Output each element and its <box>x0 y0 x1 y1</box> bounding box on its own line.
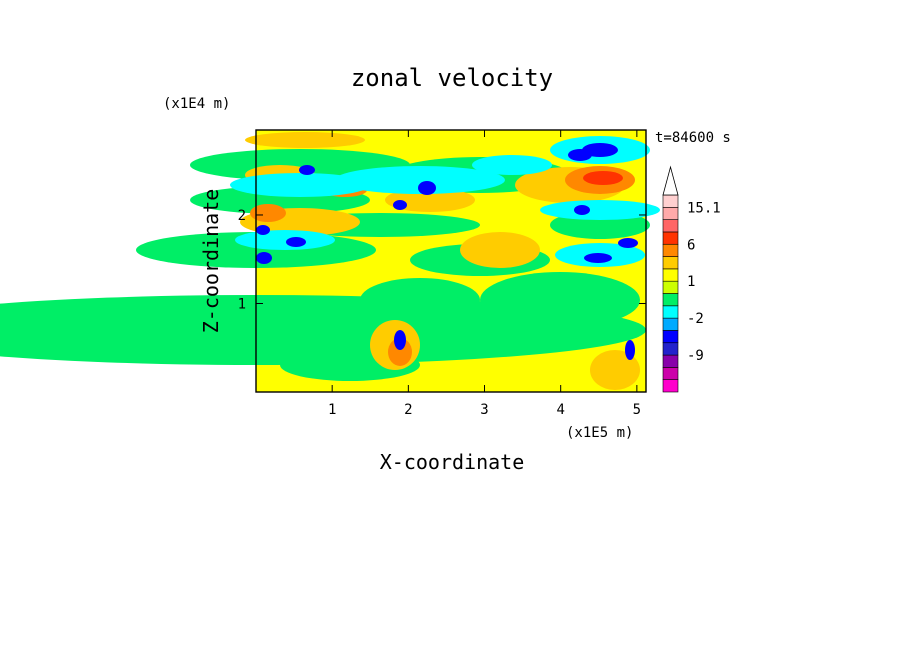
x-tick-label: 1 <box>328 402 336 418</box>
contour-region <box>618 238 638 248</box>
contour-region <box>590 350 640 390</box>
colorbar-swatch <box>662 342 679 356</box>
y-axis: 12 <box>238 208 646 312</box>
colorbar <box>662 165 679 393</box>
contour-region <box>540 200 660 220</box>
colorbar-swatch <box>662 280 679 294</box>
colorbar-swatch <box>662 256 679 270</box>
colorbar-labels: 15.1 6 1 -2 -9 <box>687 200 721 364</box>
velocity-field <box>0 130 660 392</box>
contour-region <box>583 171 623 185</box>
colorbar-swatch <box>662 231 679 245</box>
colorbar-label: 6 <box>687 237 695 253</box>
colorbar-swatch <box>662 293 679 307</box>
contour-region <box>0 295 646 365</box>
contour-region <box>256 225 270 235</box>
colorbar-swatch <box>662 268 679 282</box>
x-axis-label: X-coordinate <box>380 450 525 474</box>
contour-region <box>335 166 505 194</box>
colorbar-swatch <box>662 317 679 331</box>
contour-region <box>584 253 612 263</box>
x-tick-label: 4 <box>556 402 564 418</box>
colorbar-extend-arrow <box>662 165 679 196</box>
y-axis-label: Z-coordinate <box>199 189 223 334</box>
contour-region <box>418 181 436 195</box>
contour-region <box>250 204 286 222</box>
contour-region <box>460 232 540 268</box>
colorbar-swatch <box>662 330 679 344</box>
contour-region <box>385 188 475 212</box>
x-tick-label: 3 <box>480 402 488 418</box>
colorbar-label: 15.1 <box>687 200 721 216</box>
x-unit-label: (x1E5 m) <box>566 425 633 441</box>
y-tick-label: 1 <box>238 296 246 312</box>
colorbar-swatch <box>662 367 679 380</box>
colorbar-swatch <box>662 243 679 257</box>
contour-region <box>299 165 315 175</box>
colorbar-swatch <box>662 194 679 208</box>
colorbar-swatch <box>662 305 679 319</box>
plot-frame <box>255 129 647 393</box>
colorbar-label: -9 <box>687 348 704 364</box>
contour-region <box>394 330 406 350</box>
contour-region <box>235 230 335 250</box>
y-tick-label: 2 <box>238 208 246 224</box>
colorbar-swatch <box>662 207 679 220</box>
contour-region <box>574 205 590 215</box>
colorbar-swatch <box>662 354 679 368</box>
chart-title: zonal velocity <box>351 64 553 92</box>
contour-region <box>230 173 370 197</box>
contour-region <box>480 272 640 328</box>
x-tick-label: 2 <box>404 402 412 418</box>
colorbar-swatch <box>662 379 679 393</box>
y-unit-label: (x1E4 m) <box>163 96 230 112</box>
contour-region <box>472 155 552 175</box>
x-tick-label: 5 <box>633 402 641 418</box>
colorbar-label: 1 <box>687 274 695 290</box>
contour-region <box>568 149 592 161</box>
contour-region <box>245 132 365 148</box>
contour-region <box>256 252 272 264</box>
contour-region <box>360 278 480 322</box>
contour-region <box>286 237 306 247</box>
colorbar-swatch <box>662 219 679 233</box>
contour-region <box>388 338 412 366</box>
time-label: t=84600 s <box>655 130 731 146</box>
contour-region <box>625 340 635 360</box>
x-axis: 1 2 3 4 5 <box>328 130 641 418</box>
contour-region <box>393 200 407 210</box>
colorbar-label: -2 <box>687 311 704 327</box>
